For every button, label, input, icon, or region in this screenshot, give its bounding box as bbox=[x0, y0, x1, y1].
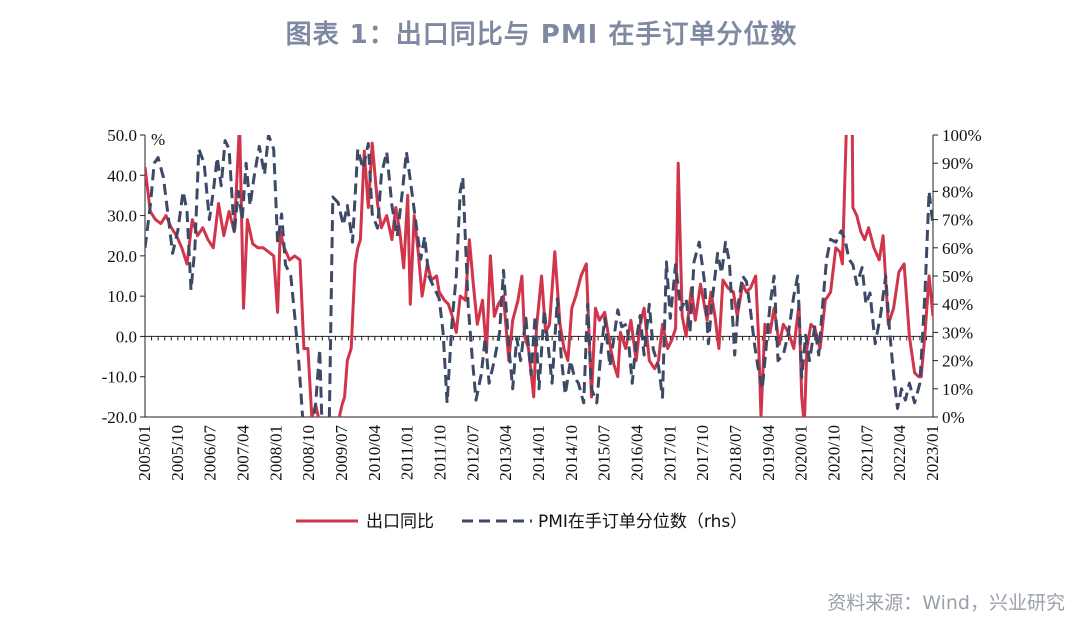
x-tick-label: 2007/04 bbox=[234, 425, 253, 481]
x-tick-label: 2020/10 bbox=[825, 425, 844, 481]
x-tick-label: 2010/04 bbox=[365, 425, 384, 481]
source-note: 资料来源：Wind，兴业研究 bbox=[827, 592, 1065, 614]
left-tick-label: 20.0 bbox=[107, 247, 137, 266]
right-tick-label: 50% bbox=[942, 267, 973, 286]
x-tick-label: 2008/10 bbox=[299, 425, 318, 481]
left-tick-label: 30.0 bbox=[107, 207, 137, 226]
right-tick-label: 90% bbox=[942, 154, 973, 173]
x-tick-label: 2022/04 bbox=[890, 425, 909, 481]
right-tick-label: 20% bbox=[942, 352, 973, 371]
export-yoy-line bbox=[145, 135, 933, 417]
x-tick-label: 2011/10 bbox=[431, 425, 450, 480]
legend-label-export: 出口同比 bbox=[366, 512, 434, 532]
left-tick-label: 40.0 bbox=[107, 166, 137, 185]
x-tick-label: 2019/04 bbox=[759, 425, 778, 481]
x-tick-label: 2012/07 bbox=[463, 425, 482, 481]
x-tick-label: 2005/10 bbox=[168, 425, 187, 481]
x-tick-label: 2017/01 bbox=[660, 425, 679, 481]
x-tick-label: 2013/04 bbox=[496, 425, 515, 481]
chart-axes: 50.0 40.0 30.0 20.0 10.0 0.0 -10.0 -20.0% 100% 90… bbox=[102, 126, 982, 481]
pmi-orders-percentile-line bbox=[145, 135, 933, 417]
legend-label-pmi: PMI在手订单分位数（rhs） bbox=[538, 512, 747, 532]
x-tick-label: 2008/01 bbox=[266, 425, 285, 481]
left-tick-label: 50.0 bbox=[107, 126, 137, 145]
right-tick-label: 100% bbox=[942, 126, 982, 145]
x-tick-label: 2023/01 bbox=[923, 425, 942, 481]
left-tick-label: 0.0 bbox=[116, 327, 137, 346]
x-tick-label: 2011/01 bbox=[398, 425, 417, 480]
right-tick-label: 80% bbox=[942, 182, 973, 201]
left-tick-label: -10.0 bbox=[102, 368, 137, 387]
right-tick-label: 30% bbox=[942, 323, 973, 342]
x-tick-label: 2018/07 bbox=[726, 425, 745, 481]
right-tick-label: 40% bbox=[942, 295, 973, 314]
x-tick-label: 2006/07 bbox=[201, 425, 220, 481]
x-tick-label: 2021/07 bbox=[857, 425, 876, 481]
x-tick-label: 2005/01 bbox=[135, 425, 154, 481]
left-tick-label: 10.0 bbox=[107, 287, 137, 306]
chart-legend: 出口同比 PMI在手订单分位数（rhs） bbox=[296, 512, 747, 532]
chart-title: 图表 1：出口同比与 PMI 在手订单分位数 bbox=[285, 20, 798, 50]
x-tick-label: 2017/10 bbox=[693, 425, 712, 481]
right-tick-label: 60% bbox=[942, 239, 973, 258]
x-tick-label: 2016/04 bbox=[628, 425, 647, 481]
right-tick-label: 10% bbox=[942, 380, 973, 399]
left-unit-label: % bbox=[151, 130, 165, 149]
series-layer bbox=[145, 135, 933, 417]
left-tick-label: -20.0 bbox=[102, 408, 137, 427]
x-tick-label: 2014/01 bbox=[529, 425, 548, 481]
x-tick-label: 2020/01 bbox=[792, 425, 811, 481]
right-tick-label: 0% bbox=[942, 408, 965, 427]
x-tick-label: 2014/10 bbox=[562, 425, 581, 481]
right-tick-label: 70% bbox=[942, 211, 973, 230]
x-tick-label: 2009/07 bbox=[332, 425, 351, 481]
x-tick-label: 2015/07 bbox=[595, 425, 614, 481]
